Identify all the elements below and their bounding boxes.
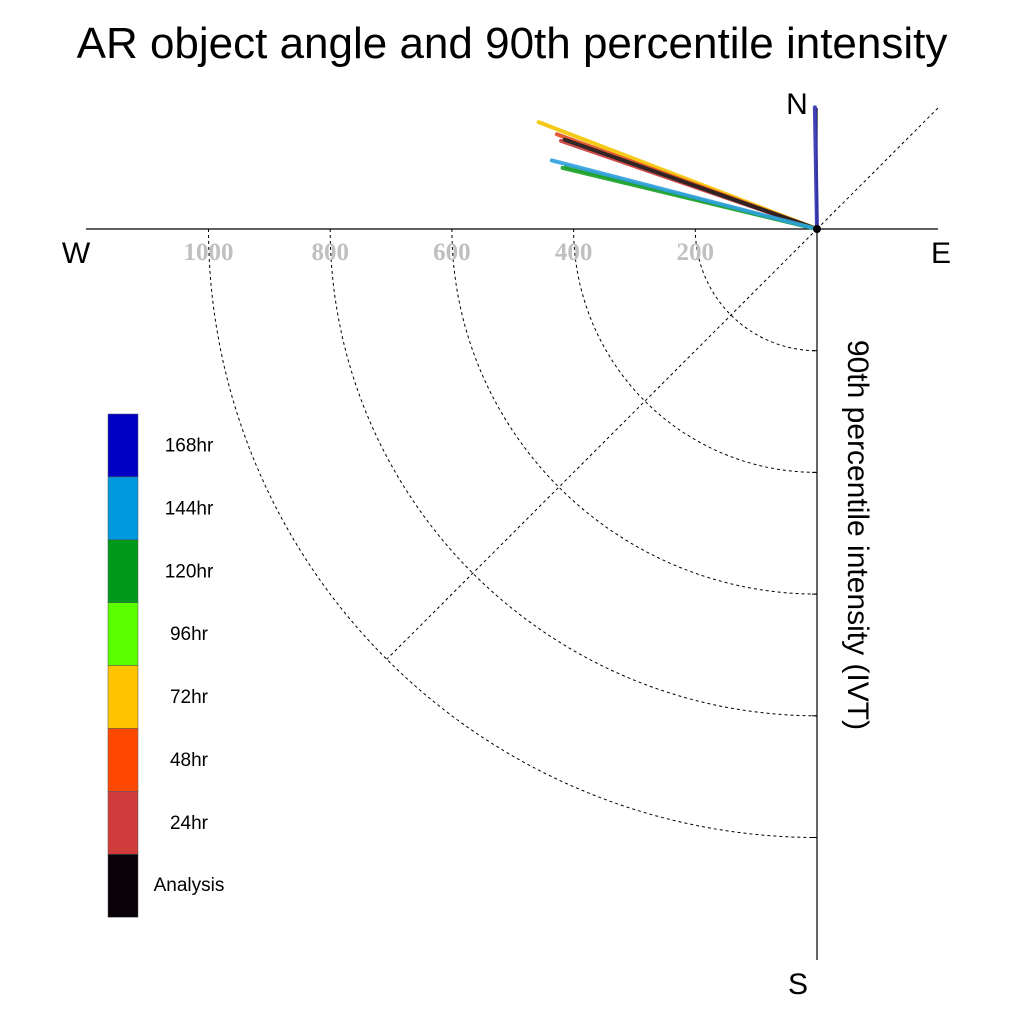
grid-arc <box>208 228 818 838</box>
legend-label: 168hr <box>165 435 214 456</box>
legend-swatch <box>107 791 139 855</box>
vector-analysis <box>562 137 819 231</box>
grid-arc <box>573 228 818 473</box>
west-label: W <box>62 237 91 270</box>
axes <box>86 108 938 960</box>
legend-swatch <box>107 728 139 792</box>
legend-swatch <box>107 602 139 666</box>
vector-168hr <box>812 105 819 231</box>
legend-label: 72hr <box>170 687 209 708</box>
vector-series <box>536 105 819 231</box>
legend-label: 24hr <box>170 813 209 834</box>
radial-tick-labels: 200 400 600 800 1000 <box>184 239 715 266</box>
grid-arc <box>451 228 818 595</box>
grid <box>208 105 941 838</box>
radial-tick-label: 400 <box>555 239 593 266</box>
legend: 168hr 144hr 120hr 96hr 72hr 48hr 24hr Analysis <box>107 413 225 918</box>
legend-swatch <box>107 665 139 729</box>
radial-tick-label: 1000 <box>184 239 234 266</box>
grid-diagonal <box>386 228 818 660</box>
grid-arc <box>329 228 818 717</box>
north-label: N <box>786 88 808 121</box>
legend-swatch <box>107 476 139 541</box>
origin-marker <box>813 225 821 233</box>
vector-144hr <box>549 158 819 231</box>
east-label: E <box>931 237 951 270</box>
south-label: S <box>788 968 808 1001</box>
legend-swatch <box>107 539 139 603</box>
radial-axis-label: 90th percentile intensity (IVT) <box>841 340 874 730</box>
radial-tick-label: 600 <box>433 239 471 266</box>
chart-title: AR object angle and 90th percentile inte… <box>77 19 948 68</box>
radial-tick-label: 200 <box>677 239 715 266</box>
legend-label: 144hr <box>165 498 214 519</box>
grid-diagonal <box>816 105 941 230</box>
legend-swatch <box>107 413 139 478</box>
radial-tick-label: 800 <box>311 239 349 266</box>
legend-label: 120hr <box>165 561 214 582</box>
legend-label: 48hr <box>170 750 209 771</box>
legend-label: Analysis <box>154 875 225 896</box>
grid-arc <box>694 228 818 352</box>
legend-label: 96hr <box>170 624 209 645</box>
legend-swatch <box>107 854 139 918</box>
